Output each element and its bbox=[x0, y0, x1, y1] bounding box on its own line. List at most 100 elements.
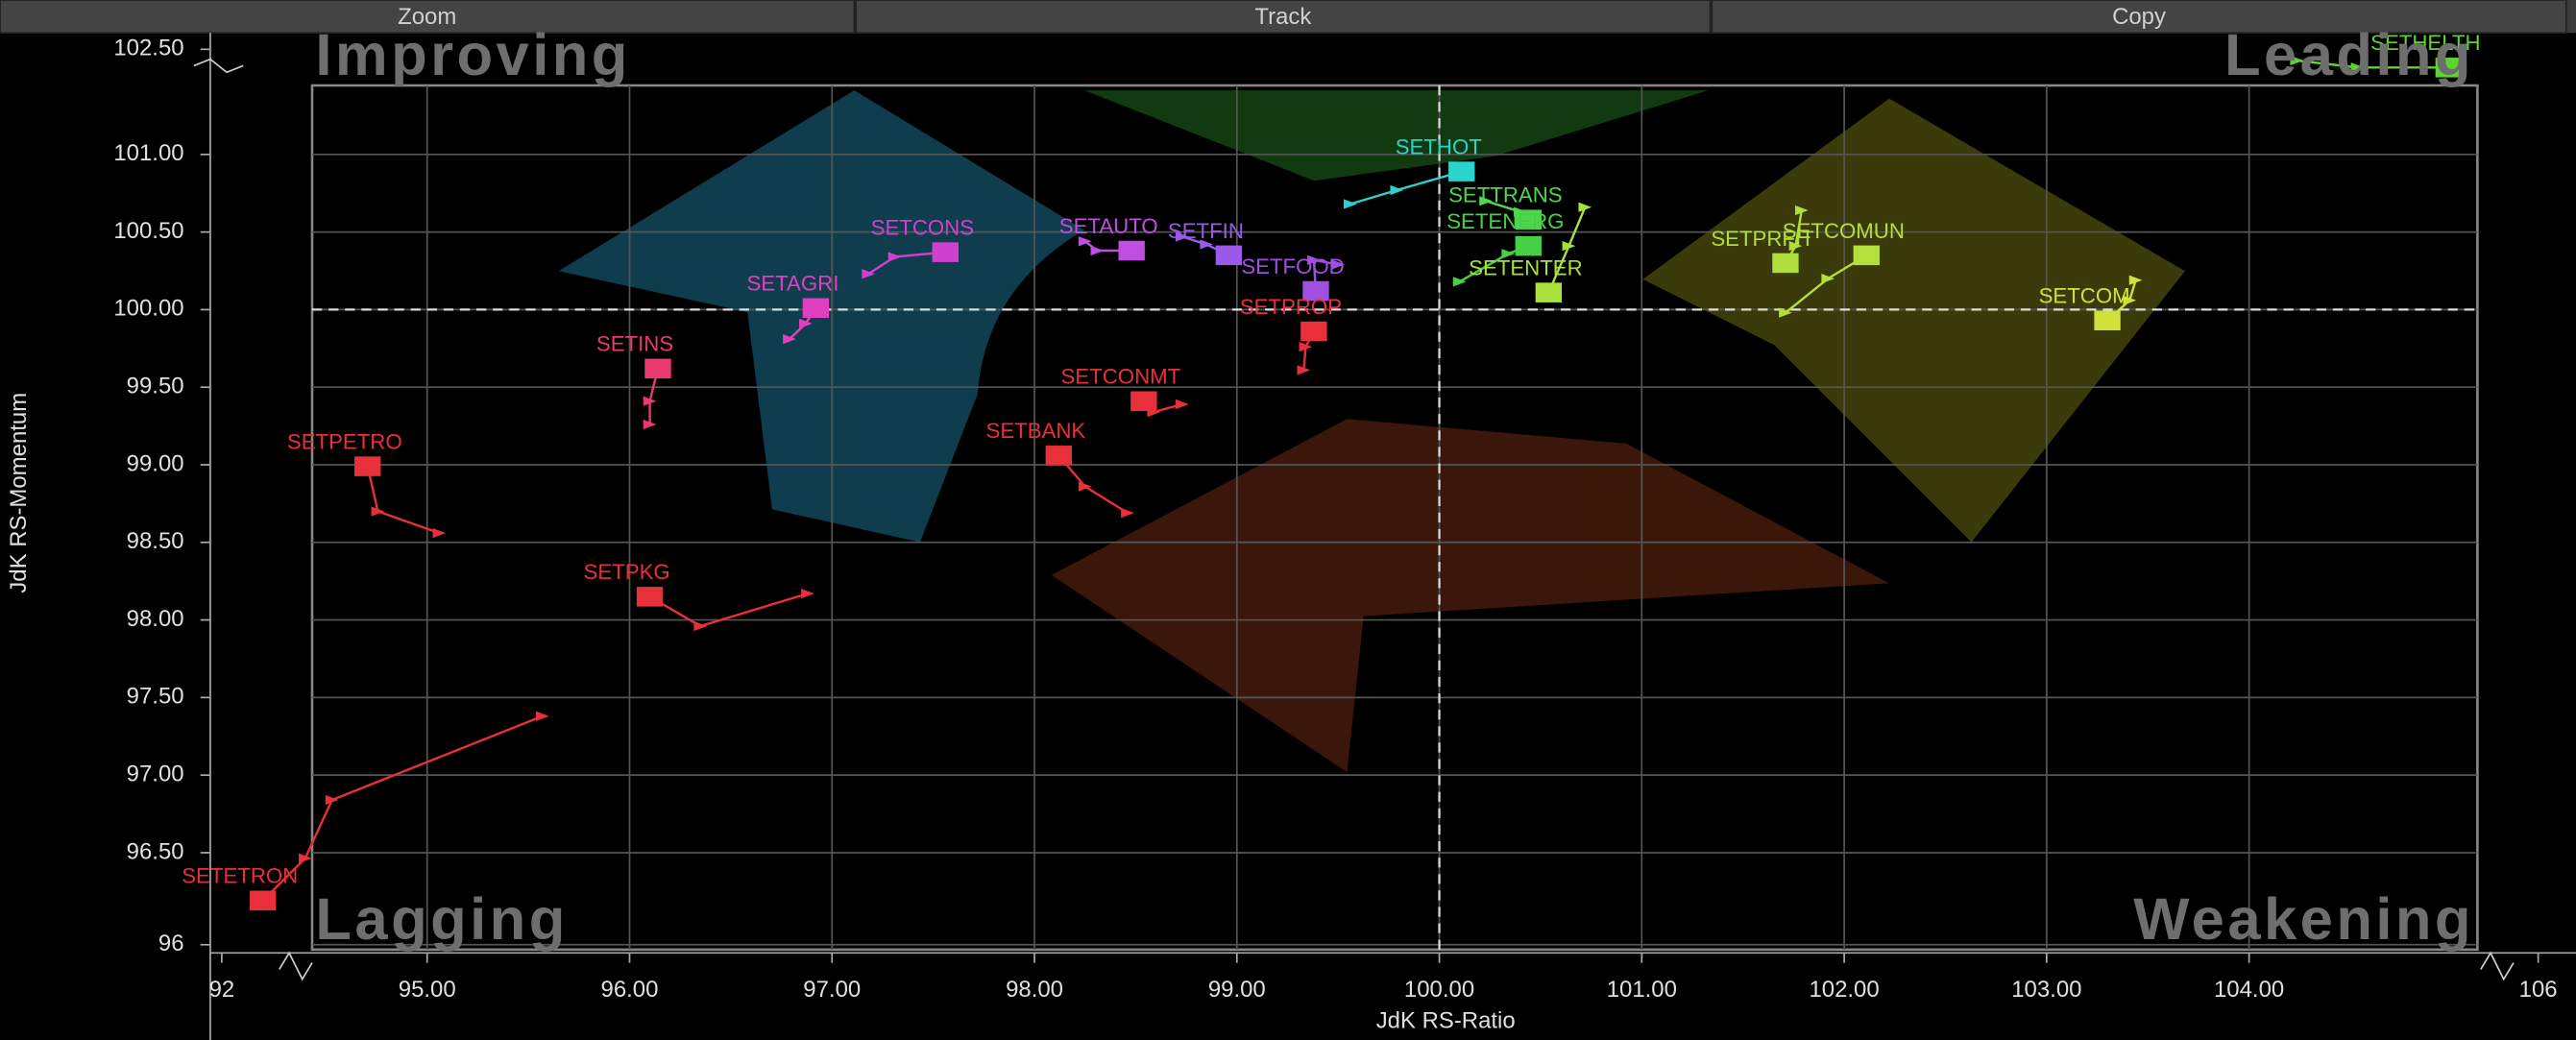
series-label: SETETRON bbox=[182, 864, 298, 888]
x-tick-label: 102.00 bbox=[1809, 977, 1879, 1003]
tail-point bbox=[1343, 199, 1357, 209]
tail-point bbox=[2123, 295, 2137, 305]
tail-point bbox=[643, 396, 657, 406]
tail-point bbox=[801, 588, 814, 599]
head-marker bbox=[1130, 391, 1157, 412]
tail-point bbox=[1452, 277, 1467, 287]
x-tick-label: 95.00 bbox=[399, 977, 456, 1003]
arrow-lagging bbox=[1051, 419, 1890, 773]
tail-point bbox=[1307, 254, 1321, 265]
x-tick-label: 100.00 bbox=[1404, 977, 1474, 1003]
y-tick-label: 98.50 bbox=[127, 528, 184, 554]
y-tick-label: 99.50 bbox=[127, 374, 184, 399]
tail-point bbox=[1578, 202, 1592, 212]
series-label: SETENTER bbox=[1469, 256, 1583, 280]
tail-point bbox=[1821, 273, 1835, 284]
head-marker bbox=[636, 587, 664, 607]
series-label: SETINS bbox=[596, 332, 673, 356]
series-label: SETFIN bbox=[1168, 219, 1244, 243]
series-label: SETPETRO bbox=[287, 430, 402, 454]
series-label: SETPRFIT bbox=[1711, 227, 1814, 251]
tail-point bbox=[2350, 62, 2365, 73]
tail-point bbox=[1331, 259, 1346, 270]
tail-point bbox=[1090, 245, 1105, 256]
tail-point bbox=[1176, 231, 1189, 242]
series-label: SETPROP bbox=[1240, 295, 1342, 319]
track-label[interactable]: Track bbox=[1254, 4, 1311, 30]
head-marker bbox=[1448, 161, 1475, 181]
series-label: SETFOOD bbox=[1241, 254, 1344, 278]
tail-point bbox=[536, 711, 549, 721]
series-label: SETAGRI bbox=[747, 272, 839, 296]
head-marker bbox=[644, 358, 671, 379]
y-tick-label: 98.00 bbox=[127, 606, 184, 632]
tail-point bbox=[1176, 399, 1189, 410]
y-tick-label: 99.00 bbox=[127, 450, 184, 476]
head-marker bbox=[1045, 446, 1072, 466]
x-tick-label: 101.00 bbox=[1607, 977, 1677, 1003]
grid bbox=[311, 85, 2478, 950]
head-marker bbox=[354, 456, 381, 476]
head-marker bbox=[1300, 321, 1327, 342]
tail-point bbox=[432, 527, 447, 539]
y-tick-label: 96.50 bbox=[127, 838, 184, 864]
head-marker bbox=[2435, 58, 2463, 78]
zoom-label[interactable]: Zoom bbox=[398, 4, 456, 30]
tail-point bbox=[299, 853, 312, 863]
x-tick-label: 98.00 bbox=[1006, 977, 1063, 1003]
tail-point bbox=[783, 333, 796, 345]
tail-point bbox=[1479, 196, 1493, 206]
series-label: SETAUTO bbox=[1059, 214, 1158, 238]
copy-label[interactable]: Copy bbox=[2112, 4, 2166, 30]
series-label: SETCOM bbox=[2039, 284, 2130, 308]
x-axis-break-right bbox=[2480, 951, 2515, 981]
tail-point bbox=[1200, 239, 1214, 250]
quadrant-label: Improving bbox=[315, 22, 630, 88]
quadrant-label: Weakening bbox=[2133, 886, 2474, 953]
y-axis-break bbox=[193, 58, 244, 74]
head-marker bbox=[1118, 240, 1145, 261]
quadrant-label: Lagging bbox=[315, 886, 568, 953]
tail-point bbox=[1078, 236, 1092, 247]
y-tick-label: 97.50 bbox=[127, 684, 184, 710]
tail-point bbox=[1794, 205, 1809, 216]
series-label: SETHOT bbox=[1396, 135, 1483, 159]
x-tick-label: 97.00 bbox=[803, 977, 861, 1003]
head-marker bbox=[1302, 280, 1329, 302]
toolbar: Zoom Track Copy bbox=[0, 0, 2576, 35]
head-marker bbox=[1772, 253, 1799, 274]
tail-point bbox=[887, 252, 902, 262]
tail-point bbox=[799, 318, 813, 329]
tail-point bbox=[1779, 307, 1792, 318]
tail-point bbox=[371, 506, 385, 517]
head-marker bbox=[1515, 235, 1542, 256]
series-label: SETPKG bbox=[584, 560, 670, 584]
zoom-button[interactable] bbox=[0, 0, 856, 35]
copy-button[interactable] bbox=[1711, 0, 2567, 35]
tail-point bbox=[2290, 55, 2304, 66]
x-tick-label: 103.00 bbox=[2011, 977, 2081, 1003]
x-tick-label: 92 bbox=[209, 977, 235, 1003]
y-tick-label: 97.00 bbox=[127, 761, 184, 786]
series-label: SETCONS bbox=[871, 216, 974, 240]
head-marker bbox=[1853, 245, 1880, 266]
x-tick-label: 106 bbox=[2519, 977, 2558, 1003]
tail-point bbox=[862, 269, 876, 279]
head-marker bbox=[802, 298, 830, 319]
tail-line bbox=[261, 714, 544, 902]
x-axis-break bbox=[279, 951, 313, 981]
track-button[interactable] bbox=[855, 0, 1712, 35]
x-tick-label: 99.00 bbox=[1208, 977, 1266, 1003]
tail-point bbox=[1501, 249, 1516, 259]
x-axis-title: JdK RS-Ratio bbox=[1376, 1008, 1516, 1034]
x-tick-label: 96.00 bbox=[601, 977, 659, 1003]
quadrant-label: Leading bbox=[2224, 22, 2474, 88]
arrow-leading bbox=[1083, 90, 1709, 181]
series-label: SETBANK bbox=[986, 419, 1086, 443]
tail-point bbox=[1562, 241, 1576, 252]
tail-point bbox=[1297, 365, 1311, 375]
y-tick-label: 100.00 bbox=[113, 296, 183, 322]
